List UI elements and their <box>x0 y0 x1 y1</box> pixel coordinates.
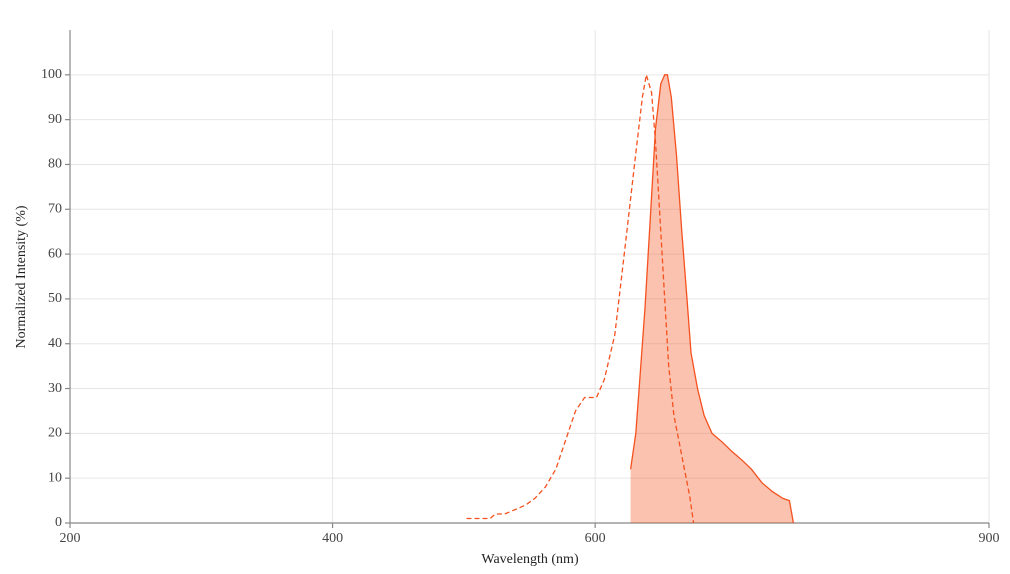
y-tick-label: 70 <box>48 201 62 216</box>
x-tick-label: 200 <box>60 531 81 546</box>
y-tick-label: 0 <box>55 515 62 530</box>
y-tick-label: 30 <box>48 381 62 396</box>
x-tick-label: 400 <box>322 531 343 546</box>
excitation-line <box>466 74 695 524</box>
x-axis-label: Wavelength (nm) <box>481 552 579 567</box>
area-fill <box>630 74 794 524</box>
x-tick-label: 900 <box>979 531 1000 546</box>
emission-line <box>629 74 795 524</box>
y-tick-label: 10 <box>48 470 62 485</box>
y-tick-label: 90 <box>48 112 62 127</box>
y-tick-label: 60 <box>48 246 62 261</box>
y-tick-label: 80 <box>48 157 62 172</box>
y-axis-label: Normalized Intensity (%) <box>14 205 29 348</box>
y-tick-label: 50 <box>48 291 62 306</box>
grid-layer <box>69 30 990 524</box>
x-tick-label: 600 <box>585 531 606 546</box>
y-tick-label: 20 <box>48 426 62 441</box>
y-tick-label: 40 <box>48 336 62 351</box>
y-tick-label: 100 <box>41 67 62 82</box>
